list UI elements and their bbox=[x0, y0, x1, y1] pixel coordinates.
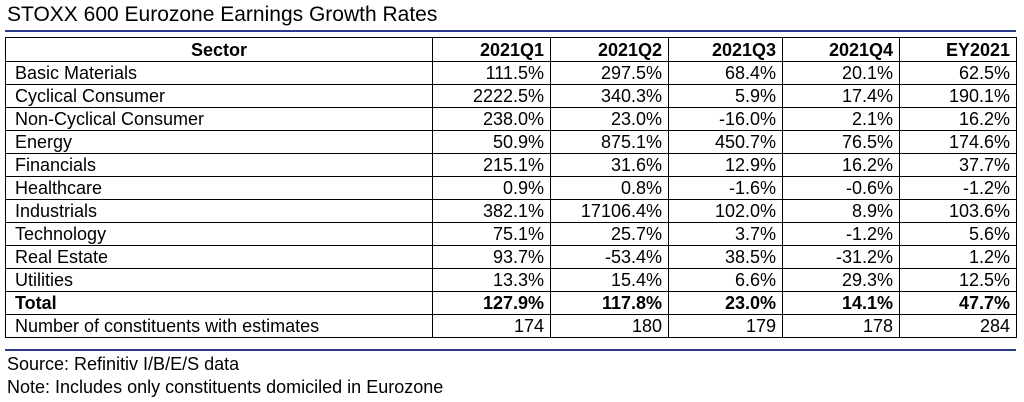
source-note: Source: Refinitiv I/B/E/S data bbox=[7, 354, 240, 374]
table-row: Number of constituents with estimates 174… bbox=[5, 314, 1017, 338]
value-cell-2021q1: 50.9% bbox=[432, 130, 551, 154]
value-cell-2021q2: 23.0% bbox=[550, 107, 669, 131]
value-cell-2021q2: 875.1% bbox=[550, 130, 669, 154]
value-cell-ey2021: 1.2% bbox=[899, 245, 1017, 269]
value-cell-2021q4: 8.9% bbox=[782, 199, 900, 223]
column-header-2021q1: 2021Q1 bbox=[432, 37, 551, 62]
value-cell-2021q1: 238.0% bbox=[432, 107, 551, 131]
value-cell-2021q1: 215.1% bbox=[432, 153, 551, 177]
value-cell-2021q2: 15.4% bbox=[550, 268, 669, 292]
value-cell-ey2021: 37.7% bbox=[899, 153, 1017, 177]
table-row: Real Estate 93.7% -53.4% 38.5% -31.2% 1.2% bbox=[5, 245, 1017, 269]
sector-name-cell: Utilities bbox=[5, 268, 433, 292]
value-cell-2021q4: 178 bbox=[782, 314, 900, 338]
value-cell-2021q4: 17.4% bbox=[782, 84, 900, 108]
value-cell-2021q1: 93.7% bbox=[432, 245, 551, 269]
value-cell-2021q3: 5.9% bbox=[668, 84, 783, 108]
value-cell-2021q4: 16.2% bbox=[782, 153, 900, 177]
value-cell-2021q3: 68.4% bbox=[668, 61, 783, 85]
value-cell-2021q3: -16.0% bbox=[668, 107, 783, 131]
value-cell-2021q1: 111.5% bbox=[432, 61, 551, 85]
sector-name-cell: Real Estate bbox=[5, 245, 433, 269]
value-cell-2021q3: 179 bbox=[668, 314, 783, 338]
top-rule bbox=[5, 30, 1016, 32]
value-cell-2021q3: 450.7% bbox=[668, 130, 783, 154]
table-row: Basic Materials 111.5% 297.5% 68.4% 20.1% 62.… bbox=[5, 61, 1017, 85]
value-cell-2021q1: 0.9% bbox=[432, 176, 551, 200]
value-cell-2021q4: 14.1% bbox=[782, 291, 900, 315]
value-cell-ey2021: 103.6% bbox=[899, 199, 1017, 223]
bottom-rule bbox=[5, 349, 1016, 351]
value-cell-ey2021: 47.7% bbox=[899, 291, 1017, 315]
sector-name-cell: Non-Cyclical Consumer bbox=[5, 107, 433, 131]
value-cell-ey2021: 190.1% bbox=[899, 84, 1017, 108]
value-cell-2021q2: 31.6% bbox=[550, 153, 669, 177]
scope-note: Note: Includes only constituents domicil… bbox=[7, 377, 444, 397]
table-row: Healthcare 0.9% 0.8% -1.6% -0.6% -1.2% bbox=[5, 176, 1017, 200]
value-cell-2021q1: 382.1% bbox=[432, 199, 551, 223]
table-row: Industrials 382.1% 17106.4% 102.0% 8.9% 103.6… bbox=[5, 199, 1017, 223]
header-row: Sector 2021Q1 2021Q2 2021Q3 2021Q4 EY202… bbox=[5, 37, 1017, 62]
value-cell-2021q3: 102.0% bbox=[668, 199, 783, 223]
sector-name-cell: Industrials bbox=[5, 199, 433, 223]
value-cell-ey2021: -1.2% bbox=[899, 176, 1017, 200]
table-row: Energy 50.9% 875.1% 450.7% 76.5% 174.6% bbox=[5, 130, 1017, 154]
table-row: Technology 75.1% 25.7% 3.7% -1.2% 5.6% bbox=[5, 222, 1017, 246]
value-cell-2021q2: 180 bbox=[550, 314, 669, 338]
table-title: STOXX 600 Eurozone Earnings Growth Rates bbox=[7, 3, 438, 26]
sector-name-cell: Basic Materials bbox=[5, 61, 433, 85]
sector-name-cell: Financials bbox=[5, 153, 433, 177]
value-cell-2021q4: -1.2% bbox=[782, 222, 900, 246]
value-cell-2021q2: 117.8% bbox=[550, 291, 669, 315]
value-cell-2021q4: -31.2% bbox=[782, 245, 900, 269]
value-cell-2021q1: 13.3% bbox=[432, 268, 551, 292]
sector-name-cell: Energy bbox=[5, 130, 433, 154]
value-cell-2021q4: 20.1% bbox=[782, 61, 900, 85]
table-row: Non-Cyclical Consumer 238.0% 23.0% -16.0% 2.… bbox=[5, 107, 1017, 131]
value-cell-2021q4: -0.6% bbox=[782, 176, 900, 200]
value-cell-2021q1: 174 bbox=[432, 314, 551, 338]
sector-name-cell: Total bbox=[5, 291, 433, 315]
value-cell-ey2021: 12.5% bbox=[899, 268, 1017, 292]
value-cell-2021q2: 0.8% bbox=[550, 176, 669, 200]
value-cell-2021q3: 38.5% bbox=[668, 245, 783, 269]
sector-name-cell: Technology bbox=[5, 222, 433, 246]
value-cell-2021q3: 3.7% bbox=[668, 222, 783, 246]
value-cell-2021q3: 6.6% bbox=[668, 268, 783, 292]
table-row: Cyclical Consumer 2222.5% 340.3% 5.9% 17.4% 1… bbox=[5, 84, 1017, 108]
value-cell-2021q3: 23.0% bbox=[668, 291, 783, 315]
table-row: Financials 215.1% 31.6% 12.9% 16.2% 37.7% bbox=[5, 153, 1017, 177]
value-cell-ey2021: 16.2% bbox=[899, 107, 1017, 131]
sector-name-cell: Cyclical Consumer bbox=[5, 84, 433, 108]
value-cell-2021q4: 76.5% bbox=[782, 130, 900, 154]
column-header-ey2021: EY2021 bbox=[899, 37, 1017, 62]
value-cell-2021q2: 340.3% bbox=[550, 84, 669, 108]
total-row: Total 127.9% 117.8% 23.0% 14.1% 47.7% bbox=[5, 291, 1017, 315]
value-cell-2021q2: 25.7% bbox=[550, 222, 669, 246]
column-header-sector: Sector bbox=[5, 37, 433, 62]
value-cell-2021q1: 127.9% bbox=[432, 291, 551, 315]
value-cell-2021q2: -53.4% bbox=[550, 245, 669, 269]
value-cell-ey2021: 284 bbox=[899, 314, 1017, 338]
column-header-2021q2: 2021Q2 bbox=[550, 37, 669, 62]
table-row: Utilities 13.3% 15.4% 6.6% 29.3% 12.5% bbox=[5, 268, 1017, 292]
column-header-2021q4: 2021Q4 bbox=[782, 37, 900, 62]
sector-name-cell: Number of constituents with estimates bbox=[5, 314, 433, 338]
column-header-2021q3: 2021Q3 bbox=[668, 37, 783, 62]
value-cell-ey2021: 5.6% bbox=[899, 222, 1017, 246]
value-cell-2021q4: 29.3% bbox=[782, 268, 900, 292]
value-cell-ey2021: 174.6% bbox=[899, 130, 1017, 154]
earnings-growth-table: Sector 2021Q1 2021Q2 2021Q3 2021Q4 EY202… bbox=[5, 37, 1017, 338]
table-body: Basic Materials 111.5% 297.5% 68.4% 20.1% 62.… bbox=[5, 61, 1017, 338]
value-cell-2021q3: 12.9% bbox=[668, 153, 783, 177]
value-cell-2021q4: 2.1% bbox=[782, 107, 900, 131]
value-cell-2021q3: -1.6% bbox=[668, 176, 783, 200]
value-cell-ey2021: 62.5% bbox=[899, 61, 1017, 85]
value-cell-2021q1: 2222.5% bbox=[432, 84, 551, 108]
value-cell-2021q1: 75.1% bbox=[432, 222, 551, 246]
value-cell-2021q2: 297.5% bbox=[550, 61, 669, 85]
sector-name-cell: Healthcare bbox=[5, 176, 433, 200]
value-cell-2021q2: 17106.4% bbox=[550, 199, 669, 223]
